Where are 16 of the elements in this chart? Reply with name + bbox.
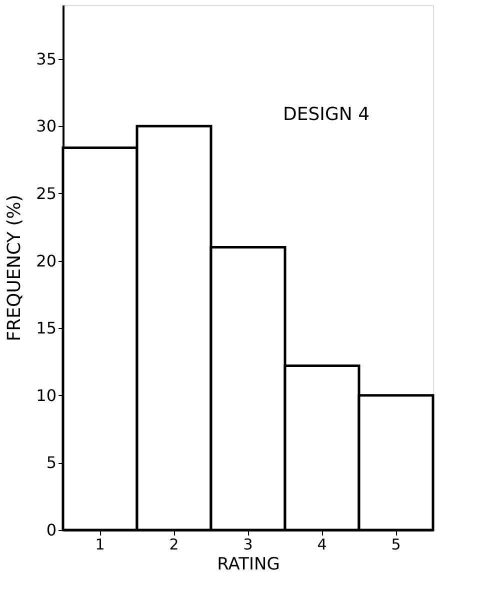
y-tick-label: 20: [36, 251, 56, 270]
y-tick-label: 5: [46, 453, 56, 472]
y-tick-label: 15: [36, 318, 56, 338]
x-tick-label: 3: [243, 536, 253, 554]
y-axis-title: FREQUENCY (%): [4, 194, 26, 342]
y-tick-label: 35: [36, 49, 56, 68]
y-tick-label: 0: [46, 520, 56, 540]
annotation: DESIGN 4: [283, 104, 370, 125]
y-tick-label: 10: [36, 386, 56, 405]
x-tick-label: 2: [169, 536, 179, 554]
x-tick-label: 1: [95, 536, 105, 554]
y-tick-label: 25: [36, 184, 56, 203]
y-tick-label: 30: [36, 116, 56, 136]
x-tick-label: 5: [391, 536, 401, 554]
x-axis-title: RATING: [217, 554, 280, 574]
x-tick-label: 4: [317, 536, 327, 554]
